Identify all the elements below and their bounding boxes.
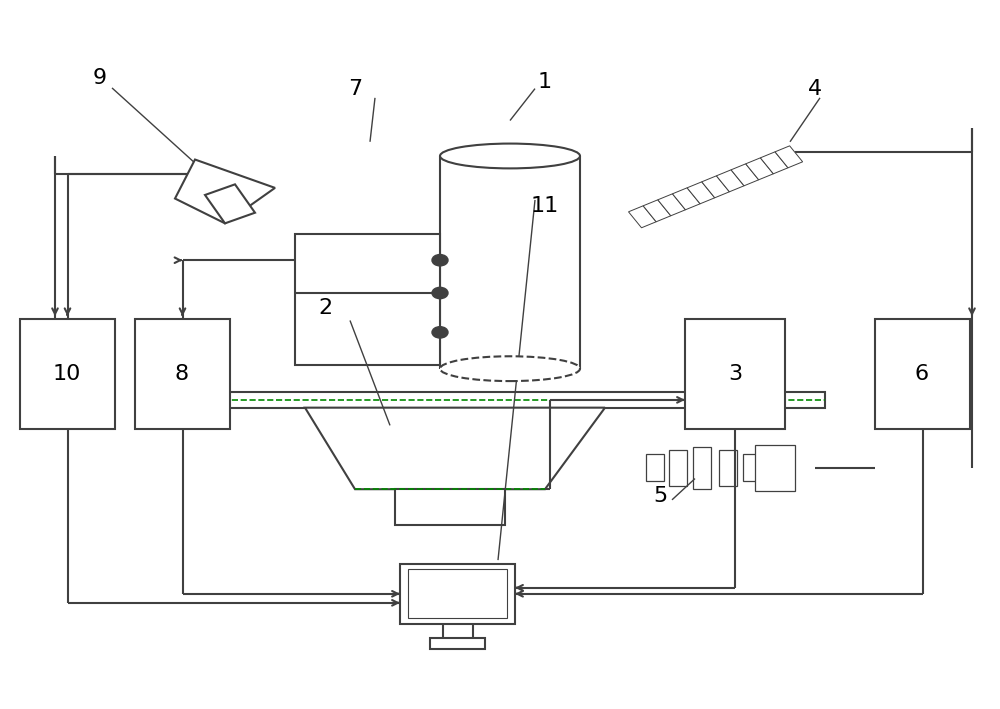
Polygon shape bbox=[760, 152, 788, 174]
Text: 11: 11 bbox=[531, 196, 559, 216]
Polygon shape bbox=[643, 200, 671, 222]
Bar bbox=[646, 454, 664, 481]
Bar bbox=[743, 454, 761, 481]
Text: 3: 3 bbox=[728, 364, 742, 384]
Bar bbox=[20, 319, 115, 429]
Text: 9: 9 bbox=[93, 68, 107, 88]
Polygon shape bbox=[731, 164, 759, 186]
Circle shape bbox=[432, 255, 448, 266]
Bar bbox=[395, 489, 505, 525]
Text: 7: 7 bbox=[348, 79, 362, 99]
Bar bbox=[693, 447, 711, 489]
Polygon shape bbox=[775, 146, 803, 168]
Text: 1: 1 bbox=[538, 72, 552, 91]
Polygon shape bbox=[716, 170, 744, 192]
Ellipse shape bbox=[440, 143, 580, 169]
Text: 10: 10 bbox=[53, 364, 81, 384]
Bar bbox=[400, 564, 515, 624]
Ellipse shape bbox=[440, 356, 580, 381]
Bar bbox=[875, 319, 970, 429]
Bar bbox=[135, 319, 230, 429]
Polygon shape bbox=[205, 184, 255, 223]
Text: 5: 5 bbox=[653, 486, 667, 506]
Bar bbox=[430, 638, 485, 649]
Text: 4: 4 bbox=[808, 79, 822, 99]
Polygon shape bbox=[305, 408, 605, 489]
Text: 2: 2 bbox=[318, 298, 332, 318]
Polygon shape bbox=[629, 206, 656, 228]
Bar bbox=[719, 450, 737, 486]
Polygon shape bbox=[746, 158, 773, 180]
Bar bbox=[170, 392, 825, 408]
Polygon shape bbox=[175, 160, 275, 223]
Polygon shape bbox=[702, 176, 729, 198]
Bar bbox=[669, 450, 687, 486]
Circle shape bbox=[432, 327, 448, 338]
Text: 6: 6 bbox=[915, 364, 929, 384]
Text: 8: 8 bbox=[175, 364, 189, 384]
Circle shape bbox=[432, 287, 448, 298]
Bar bbox=[755, 445, 795, 491]
Polygon shape bbox=[672, 188, 700, 210]
Polygon shape bbox=[687, 182, 715, 203]
Polygon shape bbox=[658, 194, 685, 216]
Bar bbox=[685, 319, 785, 429]
Bar bbox=[408, 569, 507, 618]
Bar bbox=[295, 234, 440, 365]
